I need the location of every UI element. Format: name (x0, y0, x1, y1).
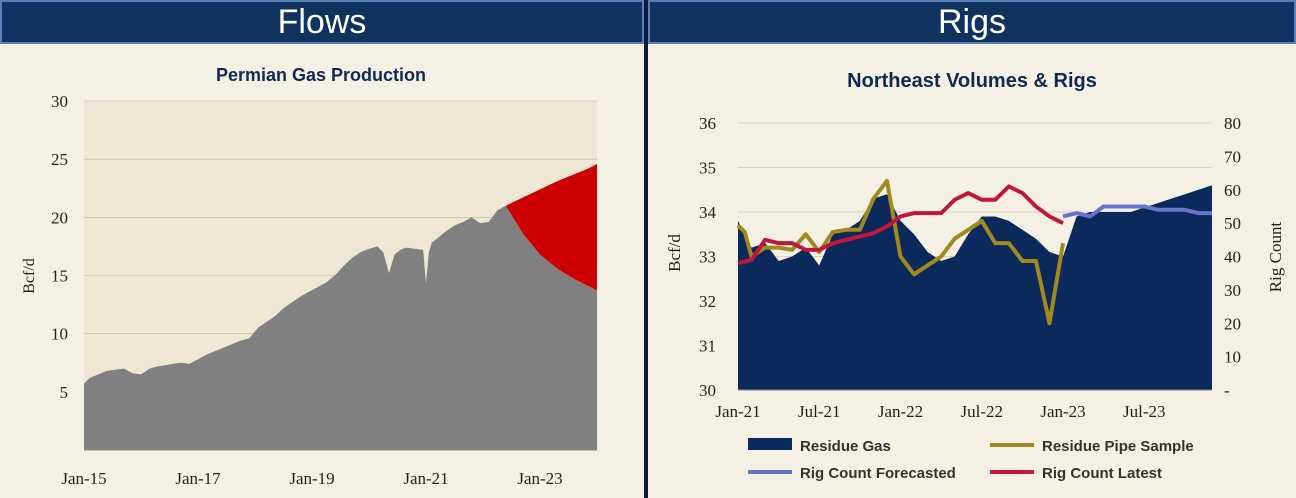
y-axis-label: Bcf/d (21, 258, 38, 294)
legend-label: Rig Count Latest (1042, 465, 1162, 482)
x-tick-label: Jan-23 (517, 469, 562, 488)
x-tick-label: Jan-23 (1040, 402, 1085, 421)
x-tick-label: Jan-15 (61, 469, 106, 488)
y2-tick-label: 70 (1224, 147, 1241, 166)
panel-divider (644, 0, 648, 498)
x-tick-label: Jul-22 (961, 402, 1004, 421)
legend-label: Rig Count Forecasted (800, 465, 956, 482)
rigs-panel: Rigs Northeast Volumes & Rigs 30 31 32 33 34 3… (648, 0, 1296, 498)
y2-tick-label: - (1224, 381, 1230, 400)
chart-title: Permian Gas Production (216, 65, 426, 85)
y-tick-label: 36 (699, 114, 716, 133)
y2-tick-label: 40 (1224, 248, 1241, 267)
y-tick-label: 5 (60, 383, 69, 402)
x-tick-label: Jul-23 (1123, 402, 1166, 421)
northeast-chart: Northeast Volumes & Rigs 30 31 32 33 34 35 36 - 1… (665, 70, 1285, 482)
y-tick-label: 20 (51, 208, 68, 227)
y-tick-label: 31 (699, 337, 716, 356)
rig-count-forecasted-line (1062, 204, 1212, 219)
rig-count-latest-line (737, 184, 1064, 266)
y-tick-label: 10 (51, 325, 68, 344)
y-tick-label: 35 (699, 159, 716, 178)
y2-tick-label: 80 (1224, 114, 1241, 133)
x-tick-label: Jan-21 (403, 469, 448, 488)
y-tick-label: 15 (51, 267, 68, 286)
y2-axis-label: Rig Count (1266, 222, 1285, 293)
x-tick-label: Jan-19 (289, 469, 334, 488)
history-area (84, 205, 597, 450)
y-tick-label: 25 (51, 150, 68, 169)
y2-tick-label: 20 (1224, 314, 1241, 333)
y-tick-label: 30 (51, 92, 68, 111)
chart-title: Northeast Volumes & Rigs (847, 70, 1097, 92)
y-tick-label: 32 (699, 292, 716, 311)
x-tick-label: Jul-21 (798, 402, 841, 421)
x-tick-label: Jan-21 (715, 402, 760, 421)
residue-pipe-sample-line (736, 178, 1066, 326)
residue-gas-area (738, 185, 1212, 390)
rigs-header: Rigs (648, 0, 1296, 44)
y-tick-label: 30 (699, 381, 716, 400)
legend-label: Residue Pipe Sample (1042, 438, 1194, 455)
permian-chart: Permian Gas Production 5 10 15 20 25 30 Jan-15 J… (21, 65, 597, 488)
y2-tick-label: 30 (1224, 281, 1241, 300)
y2-tick-label: 10 (1224, 348, 1241, 367)
x-tick-label: Jan-17 (175, 469, 221, 488)
y2-tick-label: 50 (1224, 214, 1241, 233)
legend-swatch (748, 438, 792, 450)
y-axis-label: Bcf/d (665, 234, 684, 272)
forecast-area (505, 163, 597, 291)
y-tick-label: 33 (699, 248, 716, 267)
y2-tick-label: 60 (1224, 181, 1241, 200)
x-tick-label: Jan-22 (878, 402, 923, 421)
flows-panel: Flows Permian Gas Production 5 10 15 20 25 30 J… (0, 0, 644, 498)
legend-label: Residue Gas (800, 438, 891, 455)
flows-header: Flows (0, 0, 644, 44)
y-tick-label: 34 (699, 203, 717, 222)
